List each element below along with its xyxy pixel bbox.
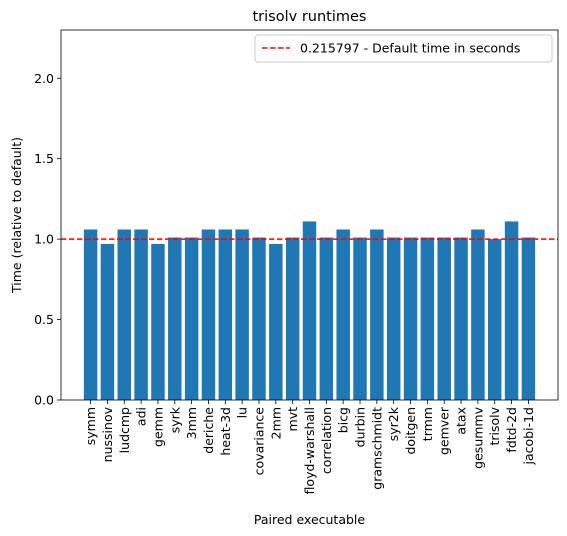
x-axis: symm nussinov ludcmp adi gemm syrk 3mm deriche h… [83, 400, 536, 494]
bar-bicg [336, 229, 350, 400]
bar-adi [134, 229, 148, 400]
x-tick-label: gemver [437, 406, 452, 455]
y-axis: 0.0 0.5 1.0 1.5 2.0 [34, 71, 61, 408]
bar-gemm [151, 243, 165, 400]
bar-atax [454, 237, 468, 400]
bar-ludcmp [117, 229, 132, 400]
bar-syr2k [386, 237, 401, 400]
bar-symm [83, 229, 98, 400]
chart-title: trisolv runtimes [253, 9, 367, 25]
legend-box [254, 34, 553, 63]
y-tick-label: 1.5 [34, 151, 54, 166]
x-tick-label: syr2k [386, 406, 401, 441]
x-axis-title: Paired executable [254, 512, 366, 527]
x-tick-label: floyd-warshall [302, 407, 317, 494]
bar-doitgen [403, 237, 418, 400]
y-tick-label: 1.0 [34, 232, 54, 247]
x-tick-label: symm [83, 407, 98, 445]
y-tick-label: 0.0 [34, 393, 54, 408]
bar-3mm [184, 237, 199, 400]
bar-covariance [252, 237, 266, 400]
bar-nussinov [100, 243, 115, 400]
bar-lu [235, 229, 249, 400]
x-tick-label: covariance [251, 407, 266, 476]
x-tick-label: gramschmidt [369, 407, 384, 490]
bar-correlation [319, 237, 334, 400]
bar-trisolv [487, 239, 502, 400]
x-tick-label: gesummv [470, 406, 485, 468]
x-tick-label: durbin [353, 407, 368, 447]
x-tick-label: trisolv [487, 406, 502, 445]
x-tick-label: lu [235, 407, 250, 418]
x-tick-label: atax [454, 407, 469, 435]
x-tick-label: adi [134, 407, 149, 426]
bars-group [83, 221, 536, 400]
x-tick-label: jacobi-1d [521, 407, 536, 465]
bar-heat-3d [218, 229, 233, 400]
x-tick-label: ludcmp [117, 407, 132, 453]
bar-jacobi-1d [521, 237, 536, 400]
bar-syrk [168, 237, 182, 400]
x-tick-label: doitgen [403, 407, 418, 455]
x-tick-label: 3mm [184, 407, 199, 439]
x-tick-label: fdtd-2d [504, 407, 519, 453]
x-tick-label: nussinov [100, 406, 115, 462]
bar-gemver [437, 237, 451, 400]
bar-mvt [285, 237, 300, 400]
bar-fdtd-2d [504, 221, 519, 400]
x-tick-label: trmm [420, 407, 435, 441]
y-tick-label: 2.0 [34, 71, 54, 86]
y-axis-title: Time (relative to default) [9, 137, 24, 294]
x-tick-label: syrk [167, 406, 182, 433]
legend: 0.215797 - Default time in seconds [254, 34, 553, 63]
bar-2mm [269, 243, 283, 400]
x-tick-label: mvt [285, 407, 300, 432]
bar-trmm [420, 237, 435, 400]
x-tick-label: deriche [201, 407, 216, 454]
bar-gesummv [471, 229, 485, 400]
x-tick-label: gemm [150, 407, 165, 447]
y-tick-label: 0.5 [34, 312, 54, 327]
x-tick-label: 2mm [268, 407, 283, 439]
x-tick-label: heat-3d [218, 407, 233, 456]
bar-durbin [353, 237, 367, 400]
bar-deriche [201, 229, 216, 400]
legend-label: 0.215797 - Default time in seconds [300, 41, 520, 56]
x-tick-label: bicg [336, 407, 351, 433]
x-tick-label: correlation [319, 407, 334, 474]
bar-gramschmidt [370, 229, 384, 400]
bar-floyd-warshall [302, 221, 317, 400]
